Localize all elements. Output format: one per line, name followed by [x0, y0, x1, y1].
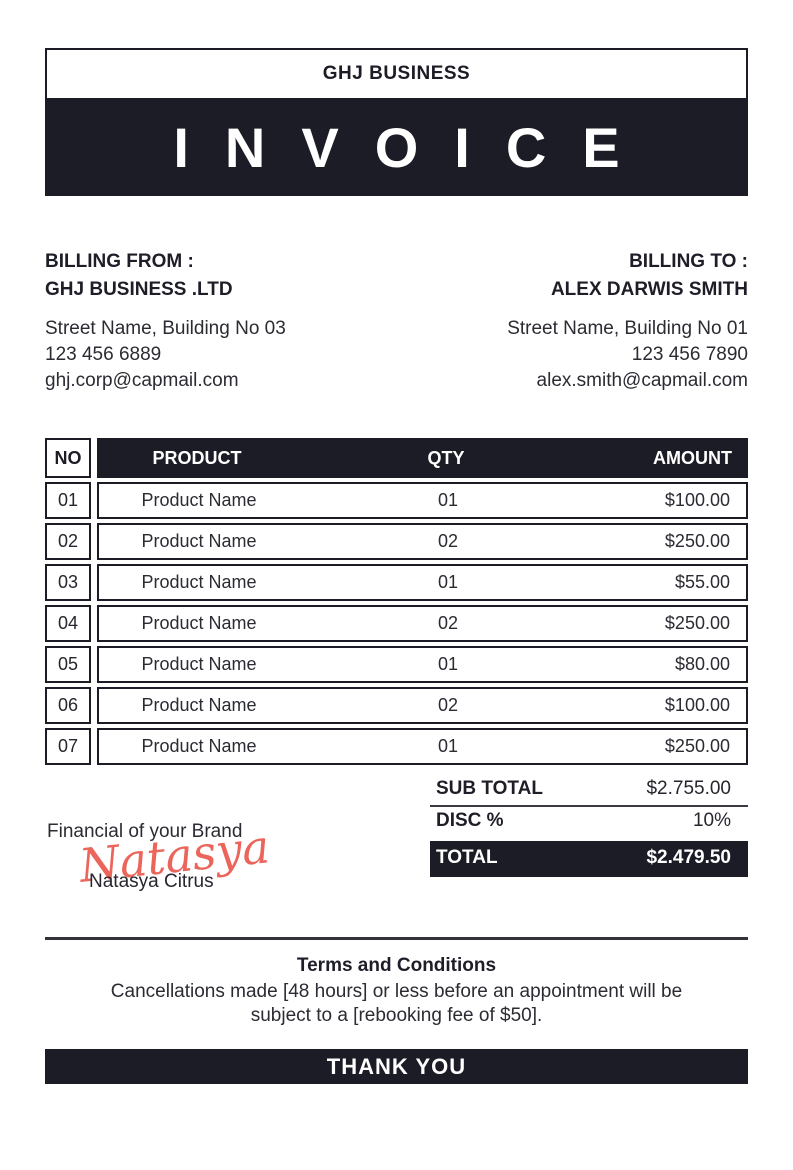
billing-from-details: Street Name, Building No 03 123 456 6889… [45, 316, 286, 394]
billing-to-name: ALEX DARWIS SMITH [550, 279, 748, 300]
total-row: TOTAL $2.479.50 [430, 841, 748, 877]
row-no: 03 [45, 564, 91, 601]
signature-name: Natasya Citrus [89, 871, 214, 892]
billing-from-block: BILLING FROM : GHJ BUSINESS .LTD Street … [45, 248, 286, 394]
billing-from-address: Street Name, Building No 03 [45, 318, 286, 339]
row-qty: 02 [437, 531, 459, 551]
terms-divider [45, 937, 748, 940]
total-value: $2.479.50 [646, 847, 731, 868]
table-row: 04 Product Name 02 $250.00 [45, 605, 748, 642]
row-product: Product Name [141, 695, 257, 715]
row-qty: 02 [437, 695, 459, 715]
total-label: TOTAL [436, 847, 498, 868]
header-amount: AMOUNT [653, 447, 732, 468]
invoice-header: GHJ BUSINESS INVOICE [45, 48, 748, 196]
row-no: 06 [45, 687, 91, 724]
row-amount: $55.00 [674, 572, 730, 592]
terms-line-2: subject to a [rebooking fee of $50]. [250, 1005, 543, 1026]
table-row: 05 Product Name 01 $80.00 [45, 646, 748, 683]
row-cells: Product Name 01 $80.00 [97, 646, 748, 683]
billing-to-block: BILLING TO : ALEX DARWIS SMITH Street Na… [507, 248, 748, 394]
row-no: 01 [45, 482, 91, 519]
bottom-section: Financial of your Brand Natasya Natasya … [45, 765, 748, 929]
row-amount: $250.00 [664, 613, 730, 633]
company-name: GHJ BUSINESS [45, 48, 748, 98]
row-cells: Product Name 02 $250.00 [97, 605, 748, 642]
table-row: 02 Product Name 02 $250.00 [45, 523, 748, 560]
row-product: Product Name [141, 572, 257, 592]
row-product: Product Name [141, 654, 257, 674]
row-cells: Product Name 01 $55.00 [97, 564, 748, 601]
row-qty: 01 [437, 490, 459, 510]
row-cells: Product Name 02 $250.00 [97, 523, 748, 560]
subtotal-label: SUB TOTAL [436, 778, 543, 799]
table-row: 07 Product Name 01 $250.00 [45, 728, 748, 765]
row-product: Product Name [141, 531, 257, 551]
terms-section: Terms and Conditions Cancellations made … [45, 954, 748, 1028]
signature-tagline: Financial of your Brand [47, 821, 243, 842]
row-no: 02 [45, 523, 91, 560]
header-product: PRODUCT [152, 447, 242, 468]
row-qty: 01 [437, 736, 459, 756]
row-no: 04 [45, 605, 91, 642]
table-row: 01 Product Name 01 $100.00 [45, 482, 748, 519]
billing-to-address: Street Name, Building No 01 [507, 318, 748, 339]
discount-value: 10% [692, 810, 731, 831]
billing-from-name: GHJ BUSINESS .LTD [45, 279, 233, 300]
billing-to-email: alex.smith@capmail.com [536, 370, 748, 391]
row-cells: Product Name 01 $250.00 [97, 728, 748, 765]
billing-to-heading: BILLING TO : [629, 251, 748, 272]
row-qty: 02 [437, 613, 459, 633]
row-product: Product Name [141, 736, 257, 756]
subtotal-value: $2.755.00 [646, 778, 731, 799]
row-amount: $250.00 [664, 531, 730, 551]
row-no: 05 [45, 646, 91, 683]
billing-to-details: Street Name, Building No 01 123 456 7890… [507, 316, 748, 394]
items-table: NO PRODUCT QTY AMOUNT 01 Product Name 01… [45, 438, 748, 765]
signature-block: Financial of your Brand Natasya Natasya … [45, 819, 385, 929]
row-qty: 01 [437, 572, 459, 592]
billing-from-heading: BILLING FROM : [45, 251, 194, 272]
billing-from-email: ghj.corp@capmail.com [45, 370, 239, 391]
row-cells: Product Name 02 $100.00 [97, 687, 748, 724]
billing-to-phone: 123 456 7890 [631, 344, 748, 365]
table-header-row: NO PRODUCT QTY AMOUNT [45, 438, 748, 478]
row-amount: $100.00 [664, 695, 730, 715]
row-amount: $80.00 [674, 654, 730, 674]
invoice-title: INVOICE [45, 98, 748, 196]
terms-line-1: Cancellations made [48 hours] or less be… [110, 981, 683, 1002]
row-amount: $100.00 [664, 490, 730, 510]
header-bar: PRODUCT QTY AMOUNT [97, 438, 748, 478]
thank-you-banner: THANK YOU [45, 1049, 748, 1084]
row-amount: $250.00 [664, 736, 730, 756]
subtotal-row: SUB TOTAL $2.755.00 [430, 775, 748, 807]
billing-from-phone: 123 456 6889 [45, 344, 162, 365]
table-row: 03 Product Name 01 $55.00 [45, 564, 748, 601]
table-row: 06 Product Name 02 $100.00 [45, 687, 748, 724]
discount-row: DISC % 10% [430, 807, 748, 837]
row-product: Product Name [141, 490, 257, 510]
row-product: Product Name [141, 613, 257, 633]
header-no: NO [45, 438, 91, 478]
row-qty: 01 [437, 654, 459, 674]
row-no: 07 [45, 728, 91, 765]
discount-label: DISC % [436, 810, 504, 831]
invoice-page: GHJ BUSINESS INVOICE BILLING FROM : GHJ … [45, 48, 748, 1084]
totals-block: SUB TOTAL $2.755.00 DISC % 10% TOTAL $2.… [430, 775, 748, 877]
terms-heading: Terms and Conditions [296, 955, 497, 976]
row-cells: Product Name 01 $100.00 [97, 482, 748, 519]
billing-section: BILLING FROM : GHJ BUSINESS .LTD Street … [45, 248, 748, 394]
header-qty: QTY [427, 447, 465, 468]
